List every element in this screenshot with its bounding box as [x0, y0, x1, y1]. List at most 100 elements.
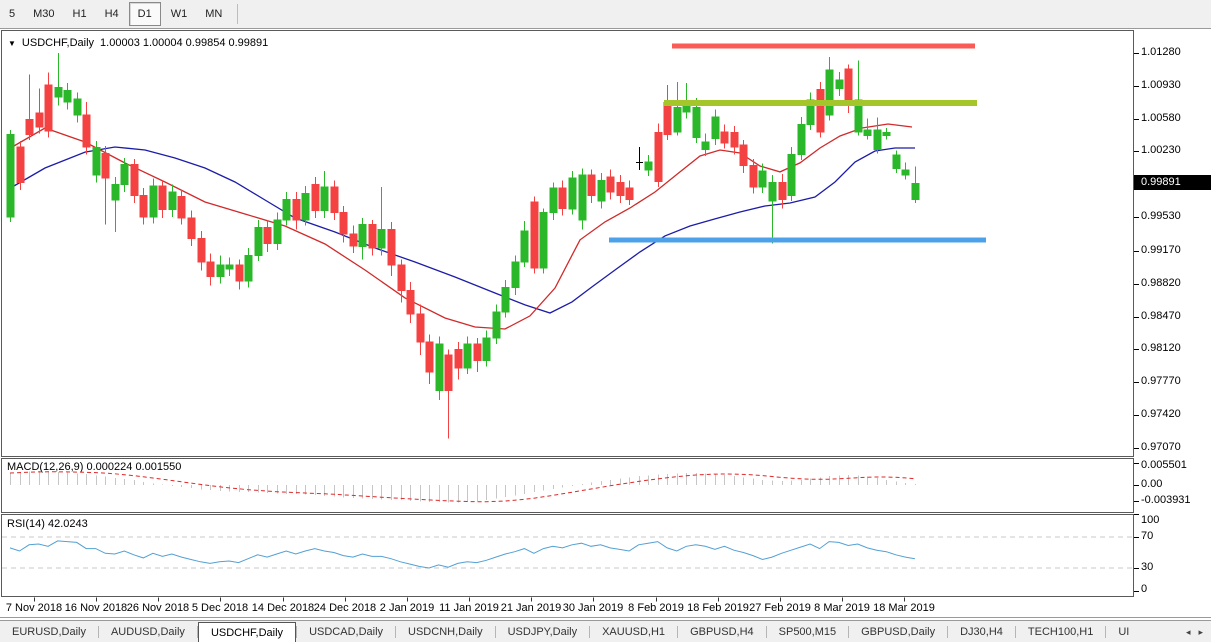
- candle: [301, 186, 310, 226]
- candle: [206, 253, 215, 286]
- timeframe-button-w1[interactable]: W1: [170, 8, 188, 20]
- chart-dropdown-icon[interactable]: ▼: [8, 38, 16, 48]
- candle: [539, 208, 548, 274]
- candle: [330, 180, 339, 220]
- candle: [6, 129, 15, 222]
- price-axis-label: 0.98820: [1141, 276, 1181, 289]
- candle: [425, 334, 434, 385]
- timeframe-button-m30[interactable]: M30: [33, 8, 55, 20]
- candle: [187, 210, 196, 247]
- chart-symbol-label: USDCHF,Daily: [21, 37, 95, 49]
- date-axis-label: 30 Jan 2019: [562, 602, 624, 614]
- candle: [158, 180, 167, 219]
- candle: [882, 128, 891, 140]
- candle: [673, 82, 682, 136]
- price-axis-label: 0.99170: [1141, 243, 1181, 256]
- candle: [292, 191, 301, 230]
- rsi-name: RSI(14): [7, 518, 45, 530]
- candle: [778, 174, 787, 209]
- tab-separator: [677, 626, 679, 638]
- tab-separator: [848, 626, 850, 638]
- date-axis-label: 11 Jan 2019: [439, 602, 499, 614]
- chart-tab-sp500[interactable]: SP500,M15: [778, 626, 837, 638]
- macd-indicator-label: MACD(12,26,9) 0.000224 0.001550: [7, 461, 181, 473]
- candle: [730, 126, 739, 155]
- macd-axis-label: -0.003931: [1141, 493, 1191, 506]
- candle: [35, 88, 44, 134]
- candle: [530, 196, 539, 274]
- rsi-axis-label: 100: [1141, 514, 1160, 526]
- rsi-indicator-label: RSI(14) 42.0243: [7, 518, 88, 530]
- candle: [606, 169, 615, 200]
- timeframe-button-mn[interactable]: MN: [205, 8, 223, 20]
- price-axis-label: 0.98470: [1141, 309, 1181, 322]
- candle: [177, 189, 186, 225]
- candle: [197, 231, 206, 271]
- candle: [473, 338, 482, 372]
- chart-tab-usdcad[interactable]: USDCAD,Daily: [309, 626, 384, 638]
- timeframe-button-d1[interactable]: D1: [128, 2, 161, 26]
- candle: [54, 53, 63, 106]
- candle: [44, 72, 53, 138]
- candle: [120, 158, 129, 192]
- chart-tab-audusd[interactable]: AUDUSD,Daily: [110, 626, 185, 638]
- candle: [663, 84, 672, 141]
- candle: [139, 188, 148, 225]
- candle: [235, 259, 244, 290]
- tab-separator: [97, 626, 99, 638]
- candle: [149, 178, 158, 224]
- rsi-axis-label: 70: [1141, 530, 1154, 542]
- price-axis-label: 1.00580: [1141, 111, 1181, 124]
- macd-signal-value: 0.001550: [135, 461, 182, 473]
- chart-tab-bar: EURUSD,Daily AUDUSD,Daily USDCHF,Daily USDC…: [0, 620, 1211, 642]
- candle: [339, 205, 348, 243]
- candle: [311, 176, 320, 219]
- tab-separator: [765, 626, 767, 638]
- chart-tab-usdchf[interactable]: USDCHF,Daily: [197, 622, 297, 642]
- candle: [16, 141, 25, 190]
- chart-tab-gbpusd[interactable]: GBPUSD,H4: [690, 626, 754, 638]
- price-axis-label: 1.01280: [1141, 46, 1181, 58]
- tab-scroll-right-icon[interactable]: ▸: [1198, 626, 1203, 637]
- chart-tab-usdcnh[interactable]: USDCNH,Daily: [408, 626, 483, 638]
- chart-tab-xauusd[interactable]: XAUUSD,H1: [602, 626, 666, 638]
- candle: [644, 155, 653, 176]
- price-axis-label: 0.97070: [1141, 440, 1181, 453]
- candle: [282, 191, 291, 226]
- tab-separator: [196, 626, 198, 638]
- date-axis-label: 5 Dec 2018: [191, 602, 249, 614]
- candle: [244, 248, 253, 288]
- candle: [892, 150, 901, 174]
- chart-tab-eurusd[interactable]: EURUSD,Daily: [12, 626, 86, 638]
- tab-separator: [296, 626, 298, 638]
- price-axis-label: 0.98120: [1141, 342, 1181, 355]
- candle: [854, 60, 863, 136]
- candle: [406, 281, 415, 324]
- timeframe-button-h4[interactable]: H4: [104, 8, 119, 20]
- chart-tab-dj30[interactable]: DJ30,H4: [960, 626, 1003, 638]
- date-axis-label: 7 Nov 2018: [5, 602, 63, 614]
- candle: [444, 349, 453, 439]
- chart-tab-tech100[interactable]: TECH100,H1: [1027, 626, 1094, 638]
- candle: [558, 180, 567, 216]
- rsi-axis-label: 0: [1141, 583, 1148, 595]
- candle: [492, 304, 501, 344]
- date-axis-label: 16 Nov 2018: [64, 602, 128, 614]
- timeframe-toolbar: 5 M30 H1 H4 D1 W1 MN: [0, 0, 1211, 29]
- candle: [578, 168, 587, 230]
- tab-separator: [947, 626, 949, 638]
- timeframe-button-h1[interactable]: H1: [72, 8, 87, 20]
- candle: [863, 118, 872, 140]
- chart-tab-usdjpy[interactable]: USDJPY,Daily: [507, 626, 578, 638]
- chart-tab-gbpusd[interactable]: GBPUSD,Daily: [861, 626, 936, 638]
- tab-separator: [589, 626, 591, 638]
- tab-scroll-left-icon[interactable]: ◂: [1185, 626, 1191, 637]
- timeframe-button-5[interactable]: 5: [9, 8, 16, 20]
- resistance-olive-line: [664, 100, 977, 106]
- candle: [73, 92, 82, 123]
- chart-tab-ui[interactable]: UI: [1118, 626, 1130, 638]
- candle: [416, 304, 425, 355]
- candle: [397, 259, 406, 303]
- candle: [654, 123, 663, 188]
